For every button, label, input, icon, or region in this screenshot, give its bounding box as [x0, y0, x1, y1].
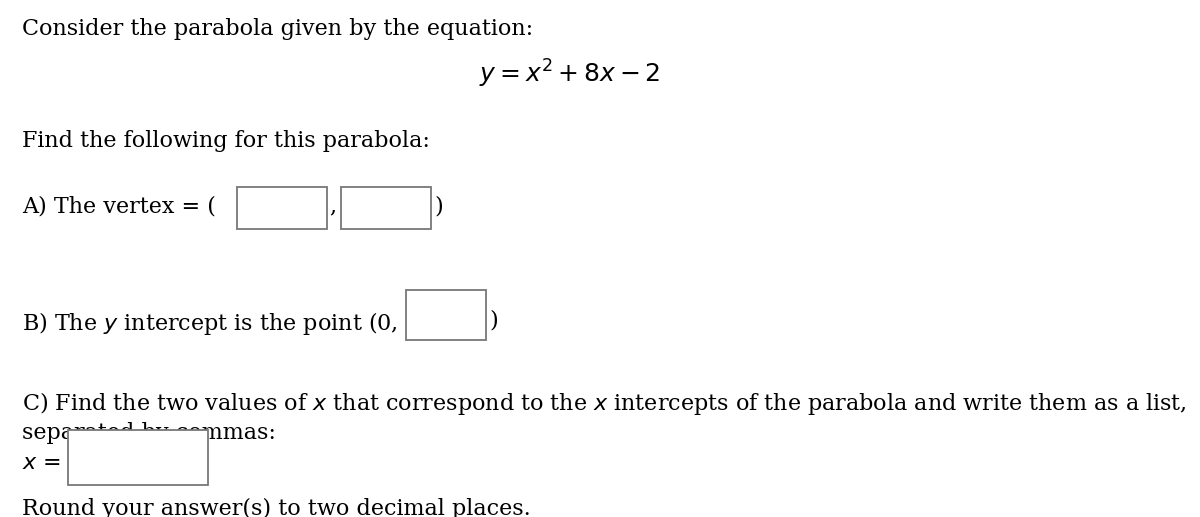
Text: Round your answer(s) to two decimal places.: Round your answer(s) to two decimal plac… — [22, 498, 530, 517]
FancyBboxPatch shape — [68, 430, 208, 485]
Text: B) The $y$ intercept is the point (0,: B) The $y$ intercept is the point (0, — [22, 310, 397, 337]
Text: C) Find the two values of $x$ that correspond to the $x$ intercepts of the parab: C) Find the two values of $x$ that corre… — [22, 390, 1187, 417]
Text: Find the following for this parabola:: Find the following for this parabola: — [22, 130, 430, 152]
Text: $y = x^2 + 8x - 2$: $y = x^2 + 8x - 2$ — [479, 58, 661, 90]
FancyBboxPatch shape — [238, 187, 326, 229]
Text: ,: , — [329, 195, 336, 217]
Text: separated by commas:: separated by commas: — [22, 422, 276, 444]
Text: Consider the parabola given by the equation:: Consider the parabola given by the equat… — [22, 18, 533, 40]
FancyBboxPatch shape — [341, 187, 431, 229]
Text: ): ) — [490, 310, 498, 332]
Text: $x$ =: $x$ = — [22, 452, 61, 474]
Text: ): ) — [434, 195, 443, 217]
FancyBboxPatch shape — [406, 290, 486, 340]
Text: A) The vertex = (: A) The vertex = ( — [22, 195, 216, 217]
